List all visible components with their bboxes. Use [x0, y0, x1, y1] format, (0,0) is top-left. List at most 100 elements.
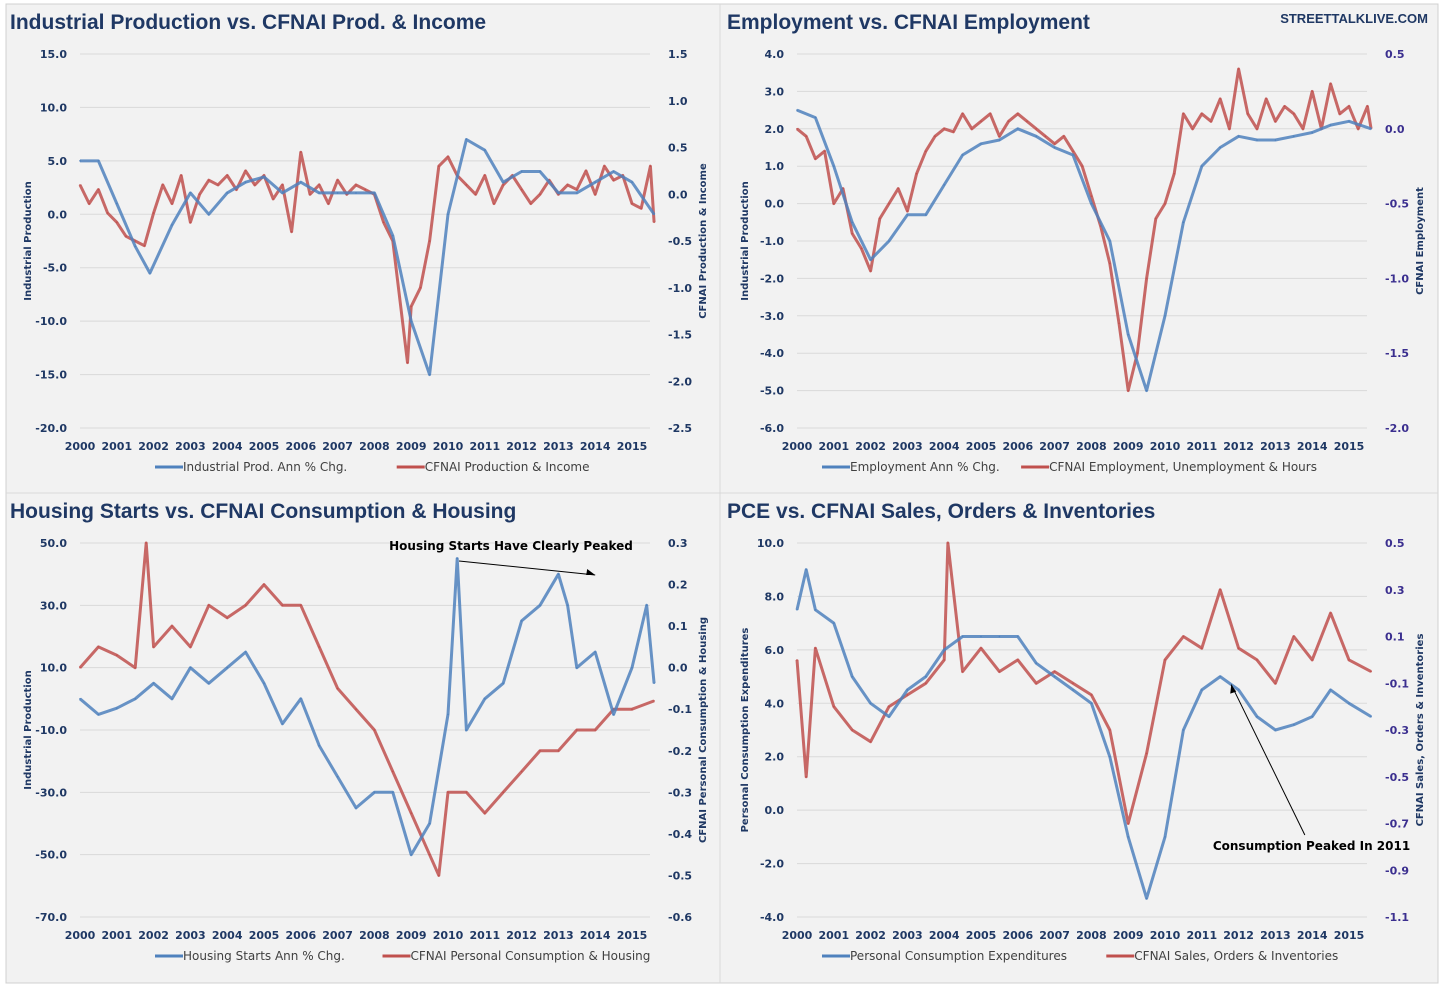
data-point [557, 192, 560, 194]
data-point [134, 698, 136, 700]
y-tick-label: 5.0 [48, 155, 68, 168]
data-point [869, 258, 872, 261]
data-point [998, 135, 1001, 138]
data-point [915, 172, 918, 175]
data-point [1109, 729, 1111, 731]
y-axis-label: Industrial Production [23, 181, 34, 300]
data-point [1210, 120, 1212, 123]
data-point [300, 604, 302, 607]
data-point [640, 207, 642, 210]
x-tick-label: 2012 [1223, 929, 1254, 942]
data-point [631, 708, 633, 711]
data-point [447, 713, 449, 716]
x-tick-label: 2003 [892, 929, 923, 942]
chart-panel-2: Employment vs. CFNAI Employment 4.0 3.0 2.0… [727, 11, 1426, 474]
data-point [484, 174, 486, 177]
y-axis-label: Industrial Production [740, 181, 751, 300]
data-point [649, 165, 652, 167]
y-right-axis-label: CFNAI Production & Income [698, 163, 709, 319]
x-tick-label: 2002 [138, 929, 169, 942]
data-point [1219, 146, 1221, 149]
data-point [116, 202, 118, 205]
data-point [125, 235, 127, 238]
data-point [410, 320, 413, 322]
data-point [1348, 702, 1350, 705]
y-right-tick-label: -0.1 [668, 703, 692, 716]
data-point [300, 698, 302, 700]
data-point [869, 270, 872, 272]
x-tick-label: 2014 [580, 440, 611, 453]
data-point [1072, 682, 1074, 685]
x-tick-label: 2006 [1002, 440, 1033, 453]
x-tick-label: 2004 [212, 440, 243, 453]
data-point [869, 702, 872, 705]
y-tick-label: -6.0 [760, 422, 784, 435]
data-point [645, 604, 648, 607]
legend-entry: Employment Ann % Chg. [850, 460, 1000, 474]
y-right-tick-label: -0.5 [1385, 771, 1409, 784]
data-point [149, 272, 151, 274]
data-point [134, 240, 136, 242]
x-tick-label: 2000 [65, 440, 96, 453]
data-point [1348, 120, 1350, 123]
data-point [373, 729, 376, 731]
chart-panel-4: PCE vs. CFNAI Sales, Orders & Inventorie… [727, 500, 1426, 963]
data-point [1044, 135, 1047, 138]
data-point [653, 700, 655, 702]
data-point [226, 666, 228, 669]
y-right-tick-label: -0.7 [1385, 818, 1409, 831]
annotation-arrow [1230, 684, 1306, 836]
y-right-tick-label: -0.9 [1385, 864, 1409, 877]
data-point [925, 675, 927, 678]
data-point [364, 188, 367, 191]
data-point [925, 150, 927, 153]
data-point [145, 542, 148, 544]
x-tick-label: 2010 [433, 440, 464, 453]
data-point [79, 184, 81, 186]
data-point [171, 224, 173, 226]
data-point [934, 135, 936, 138]
data-point [576, 188, 578, 191]
data-point [484, 812, 486, 814]
data-point [805, 775, 807, 778]
y-tick-label: -2.0 [760, 272, 784, 285]
x-tick-label: 2007 [322, 929, 353, 942]
data-point [1145, 277, 1148, 280]
y-right-tick-label: -0.4 [668, 828, 692, 841]
x-tick-label: 2006 [1002, 929, 1033, 942]
data-point [244, 181, 247, 184]
y-right-tick-label: -1.5 [668, 329, 692, 342]
x-tick-label: 2007 [322, 440, 353, 453]
data-point [1182, 729, 1185, 731]
legend-entry: Housing Starts Ann % Chg. [183, 949, 345, 963]
data-point [189, 221, 192, 224]
data-point [1136, 352, 1139, 355]
x-tick-label: 2010 [1150, 440, 1181, 453]
x-tick-label: 2012 [506, 440, 537, 453]
annotation-text: Consumption Peaked In 2011 [1213, 839, 1410, 853]
data-point [502, 181, 505, 184]
data-point [263, 176, 265, 178]
y-axis-label: Industrial Production [23, 670, 34, 789]
data-point [1007, 120, 1010, 123]
data-point [134, 666, 136, 669]
y-tick-label: 10.0 [40, 662, 67, 675]
data-point [373, 192, 376, 194]
data-point [814, 647, 817, 649]
y-right-axis-label: CFNAI Employment [1415, 187, 1426, 295]
data-point [1145, 897, 1148, 900]
y-right-tick-label: 0.3 [668, 537, 688, 550]
data-point [1127, 822, 1129, 825]
data-point [290, 230, 293, 233]
data-point [1164, 836, 1166, 838]
data-point [208, 179, 210, 182]
y-tick-label: -10.0 [35, 315, 67, 328]
data-point [952, 130, 955, 133]
data-point [336, 775, 339, 778]
y-tick-label: -70.0 [35, 911, 67, 924]
y-axis-label: Personal Consumption Expenditures [740, 628, 751, 833]
data-point [961, 635, 964, 638]
y-right-axis-label: CFNAI Sales, Orders & Inventories [1415, 634, 1426, 827]
y-tick-label: -5.0 [760, 385, 784, 398]
data-point [1265, 98, 1267, 100]
